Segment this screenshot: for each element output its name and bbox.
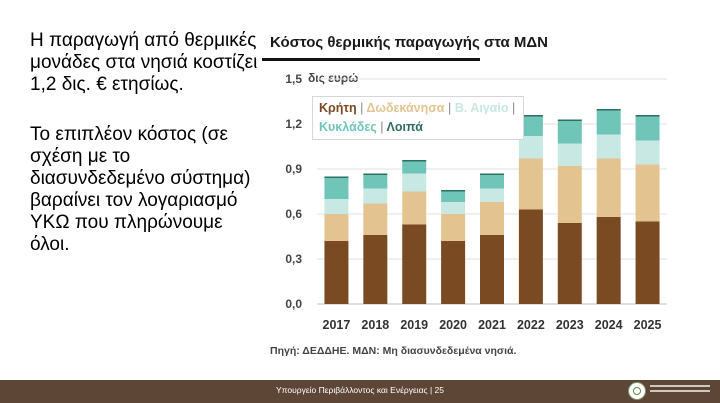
bar-segment [441,202,466,214]
bar-segment [441,241,466,304]
x-tick-label: 2018 [361,318,389,332]
x-tick-label: 2021 [478,318,506,332]
legend-entry-dodecanese: Δωδεκάνησα [366,101,445,115]
y-tick-label: 0,9 [285,162,302,176]
bar-segment [324,214,349,241]
bar-segment [480,188,504,202]
logo-emblem-icon [633,387,641,395]
footer-label: Υπουργείο Περιβάλλοντος και Ενέργειας | … [275,385,445,395]
x-tick-label: 2017 [323,318,351,332]
bar-segment [441,191,466,202]
x-tick-label: 2020 [439,318,467,332]
bar-segment [596,109,621,111]
legend-entry-crete: Κρήτη [319,101,357,115]
bar-segment [363,175,388,189]
y-tick-label: 1,2 [285,117,302,131]
bar-segment [518,209,543,304]
legend-entry-north-aegean: Β. Αιγαίο [454,101,509,115]
bar-segment [518,115,543,117]
legend-entry-others: Λοιπά [386,120,423,134]
footer-bar: Υπουργείο Περιβάλλοντος και Ενέργειας | … [0,380,720,403]
bar-segment [635,164,660,222]
x-tick-label: 2022 [517,318,545,332]
x-tick-label: 2024 [595,318,623,332]
legend-separator: | [360,101,364,115]
bar-segment [518,116,543,136]
bar-segment [480,202,504,235]
bar-segment [557,143,582,166]
bar-segment [402,161,427,174]
bar-segment [557,223,582,304]
x-tick-label: 2023 [556,318,584,332]
y-tick-label: 0,6 [285,207,302,221]
bar-segment [363,235,388,304]
bar-segment [596,217,621,304]
bar-segment [596,134,621,159]
legend-entry-cyclades: Κυκλάδες [319,120,377,134]
bars [324,109,660,304]
y-tick-label: 1,5 [285,72,302,86]
bar-segment [518,136,543,159]
main-statement: Η παραγωγή από θερμικές μονάδες στα νησι… [30,30,258,95]
bar-segment [402,173,427,192]
bar-segment [402,160,427,162]
bar-segment [402,224,427,304]
logo-wordmark [650,385,710,397]
bar-segment [324,199,349,214]
bar-segment [635,140,660,165]
bar-segment [363,203,388,235]
x-axis-ticks: 2017 2018 2019 2020 2021 2022 2023 2024 2025 [323,318,662,332]
bar-segment [480,173,504,175]
bar-segment [635,115,660,117]
stacked-bar-chart: δις ευρώ 0,0 0,3 0,6 0,9 1,2 1,5 2017 2018 2019… [285,71,667,332]
bar-segment [635,221,660,304]
y-tick-label: 0,3 [285,252,302,266]
bar-segment [557,119,582,121]
bar-segment [363,173,388,175]
bar-segment [480,175,504,189]
bar-segment [480,235,504,304]
additional-cost-statement: Το επιπλέον κόστος (σε σχέση με το διασυ… [30,124,251,255]
bar-segment [557,166,582,223]
bar-segment [324,178,349,199]
bar-segment [441,214,466,241]
chart-source-note: Πηγή: ΔΕΔΔΗΕ. ΜΔΝ: Μη διασυνδεδεμένα νησ… [270,345,517,357]
bar-segment [324,176,349,178]
bar-segment [635,116,660,141]
legend: Κρήτη | Δωδεκάνησα | Β. Αιγαίο | Κυκλάδε… [312,96,524,140]
y-axis-unit-label: δις ευρώ [308,71,358,85]
bar-segment [596,158,621,217]
ministry-logo-icon [628,382,646,400]
bar-segment [518,158,543,210]
bar-segment [441,190,466,192]
legend-separator: | [511,101,516,115]
y-axis-ticks: 0,0 0,3 0,6 0,9 1,2 1,5 [285,72,302,311]
chart-title: Κόστος θερμικής παραγωγής στα ΜΔΝ [270,34,548,51]
bar-segment [402,191,427,225]
bar-segment [363,188,388,204]
x-tick-label: 2025 [634,318,662,332]
legend-separator: | [380,120,384,134]
legend-separator: | [447,101,452,115]
y-tick-label: 0,0 [285,297,302,311]
bar-segment [596,110,621,135]
x-tick-label: 2019 [400,318,428,332]
bar-segment [557,121,582,144]
bar-segment [324,241,349,304]
slide-text: Η παραγωγή από θερμικές μονάδες στα νησι… [30,30,260,284]
title-underline [262,58,480,61]
